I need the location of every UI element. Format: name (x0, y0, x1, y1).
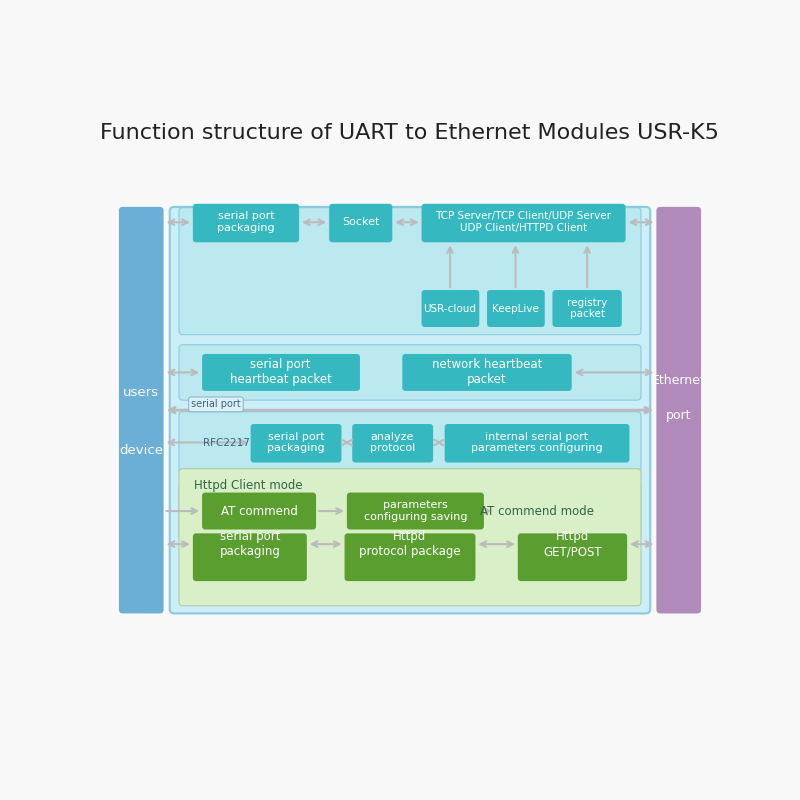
Text: users: users (123, 386, 159, 399)
Text: device: device (119, 444, 163, 457)
Text: RFC2217: RFC2217 (203, 438, 250, 447)
Text: serial port
heartbeat packet: serial port heartbeat packet (230, 358, 331, 386)
Text: serial port: serial port (191, 399, 241, 410)
Text: AT commend mode: AT commend mode (480, 505, 594, 518)
FancyBboxPatch shape (518, 534, 627, 581)
Text: network heartbeat
packet: network heartbeat packet (432, 358, 542, 386)
Text: registry
packet: registry packet (567, 298, 607, 319)
Text: analyze
protocol: analyze protocol (370, 432, 415, 454)
Text: serial port
packaging: serial port packaging (219, 530, 280, 558)
Text: Httpd Client mode: Httpd Client mode (194, 479, 302, 492)
Text: internal serial port
parameters configuring: internal serial port parameters configur… (471, 432, 603, 454)
Text: AT commend: AT commend (221, 505, 298, 518)
FancyBboxPatch shape (402, 354, 572, 391)
Text: Function structure of UART to Ethernet Modules USR-K5: Function structure of UART to Ethernet M… (101, 123, 719, 143)
Text: serial port
packaging: serial port packaging (267, 432, 325, 454)
FancyBboxPatch shape (179, 345, 641, 400)
FancyBboxPatch shape (179, 483, 641, 538)
FancyBboxPatch shape (179, 208, 641, 334)
Text: KeepLive: KeepLive (492, 303, 539, 314)
Text: port: port (666, 409, 691, 422)
FancyBboxPatch shape (345, 534, 475, 581)
FancyBboxPatch shape (422, 204, 626, 242)
FancyBboxPatch shape (352, 424, 433, 462)
FancyBboxPatch shape (329, 204, 392, 242)
FancyBboxPatch shape (193, 534, 307, 581)
FancyBboxPatch shape (250, 424, 342, 462)
FancyBboxPatch shape (202, 493, 316, 530)
Text: USR-cloud: USR-cloud (423, 303, 477, 314)
FancyBboxPatch shape (202, 354, 360, 391)
FancyBboxPatch shape (445, 424, 630, 462)
FancyBboxPatch shape (553, 290, 622, 327)
FancyBboxPatch shape (170, 207, 650, 614)
Text: TCP Server/TCP Client/UDP Server
UDP Client/HTTPD Client: TCP Server/TCP Client/UDP Server UDP Cli… (435, 211, 611, 233)
Text: Socket: Socket (342, 218, 379, 227)
FancyBboxPatch shape (193, 204, 299, 242)
Text: Ethernet: Ethernet (652, 374, 706, 387)
FancyBboxPatch shape (179, 469, 641, 606)
FancyBboxPatch shape (119, 207, 163, 614)
Text: parameters
configuring saving: parameters configuring saving (364, 500, 467, 522)
Text: Httpd
GET/POST: Httpd GET/POST (543, 530, 602, 558)
FancyBboxPatch shape (179, 412, 641, 474)
FancyBboxPatch shape (347, 493, 484, 530)
Text: serial port
packaging: serial port packaging (217, 211, 275, 233)
FancyBboxPatch shape (422, 290, 479, 327)
FancyBboxPatch shape (487, 290, 545, 327)
FancyBboxPatch shape (656, 207, 701, 614)
Text: Httpd
protocol package: Httpd protocol package (359, 530, 461, 558)
